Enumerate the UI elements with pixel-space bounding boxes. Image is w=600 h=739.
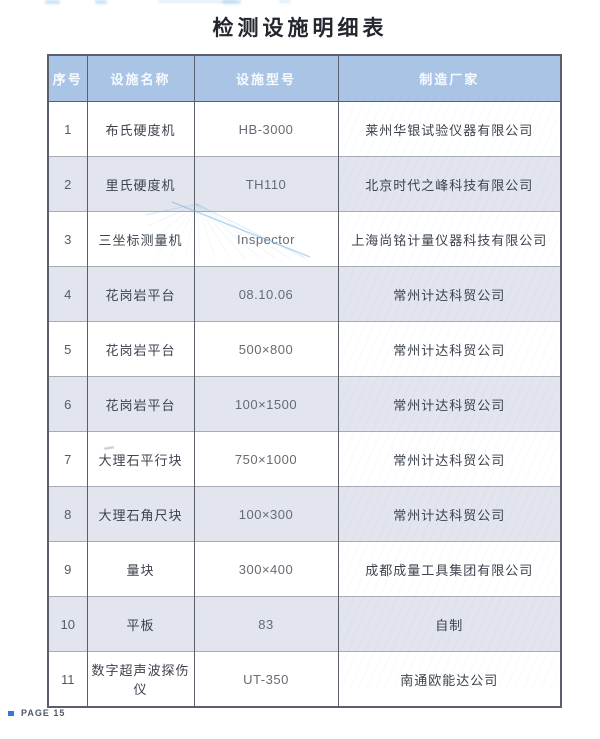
cell-facility-name: 里氏硬度机 — [86, 156, 194, 212]
cell-serial: 10 — [48, 596, 87, 652]
cell-serial: 1 — [48, 101, 87, 157]
cell-manufacturer: 常州计达科贸公司 — [337, 321, 561, 377]
cell-manufacturer: 常州计达科贸公司 — [337, 486, 561, 542]
cell-facility-name: 大理石角尺块 — [86, 486, 194, 542]
cell-model: 83 — [193, 596, 338, 652]
table-row: 4 花岗岩平台 08.10.06 常州计达科贸公司 — [48, 266, 561, 322]
table-row: 1 布氏硬度机 HB-3000 莱州华银试验仪器有限公司 — [48, 101, 561, 157]
cell-manufacturer: 常州计达科贸公司 — [337, 266, 561, 322]
cell-serial: 7 — [48, 431, 87, 487]
cell-manufacturer: 上海尚铭计量仪器科技有限公司 — [337, 211, 561, 267]
page-number: PAGE 15 — [21, 708, 66, 718]
cell-serial: 6 — [48, 376, 87, 432]
cell-serial: 8 — [48, 486, 87, 542]
column-header-manufacturer: 制造厂家 — [337, 55, 561, 102]
column-header-serial: 序号 — [48, 55, 87, 102]
cell-serial: 9 — [48, 541, 87, 597]
table-row: 5 花岗岩平台 500×800 常州计达科贸公司 — [48, 321, 561, 377]
cell-model: 100×300 — [193, 486, 338, 542]
scan-smudge — [158, 0, 236, 3]
cell-facility-name: 三坐标测量机 — [86, 211, 194, 267]
cell-facility-name: 数字超声波探伤仪 — [86, 651, 194, 707]
scan-smudge — [95, 0, 107, 4]
scan-smudge — [279, 0, 291, 3]
column-header-model: 设施型号 — [193, 55, 338, 102]
column-header-facility: 设施名称 — [86, 55, 194, 102]
cell-model: UT-350 — [193, 651, 338, 707]
table-row: 3 三坐标测量机 Inspector 上海尚铭计量仪器科技有限公司 — [48, 211, 561, 267]
table-row: 9 量块 300×400 成都成量工具集团有限公司 — [48, 541, 561, 597]
cell-model: 300×400 — [193, 541, 338, 597]
page-footer: PAGE 15 — [8, 708, 65, 718]
cell-manufacturer: 南通欧能达公司 — [337, 651, 561, 707]
cell-manufacturer: 自制 — [337, 596, 561, 652]
cell-facility-name: 平板 — [86, 596, 194, 652]
cell-facility-name: 花岗岩平台 — [86, 266, 194, 322]
table-row: 2 里氏硬度机 TH110 北京时代之峰科技有限公司 — [48, 156, 561, 212]
cell-model: HB-3000 — [193, 101, 338, 157]
cell-model: Inspector — [193, 211, 338, 267]
table-row: 8 大理石角尺块 100×300 常州计达科贸公司 — [48, 486, 561, 542]
table-body: 1 布氏硬度机 HB-3000 莱州华银试验仪器有限公司 2 里氏硬度机 TH1… — [48, 101, 561, 707]
cell-manufacturer: 常州计达科贸公司 — [337, 431, 561, 487]
scan-smudge — [45, 0, 60, 4]
cell-serial: 11 — [48, 651, 87, 707]
cell-serial: 3 — [48, 211, 87, 267]
cell-manufacturer: 成都成量工具集团有限公司 — [337, 541, 561, 597]
scan-smudge — [222, 0, 241, 4]
page-marker-icon — [8, 710, 14, 716]
cell-manufacturer: 北京时代之峰科技有限公司 — [337, 156, 561, 212]
cell-manufacturer: 莱州华银试验仪器有限公司 — [337, 101, 561, 157]
cell-facility-name: 花岗岩平台 — [86, 321, 194, 377]
cell-manufacturer: 常州计达科贸公司 — [337, 376, 561, 432]
page-title: 检测设施明细表 — [212, 17, 388, 40]
table-row: 11 数字超声波探伤仪 UT-350 南通欧能达公司 — [48, 651, 561, 707]
cell-model: 500×800 — [193, 321, 338, 377]
cell-model: 750×1000 — [193, 431, 338, 487]
cell-model: TH110 — [193, 156, 338, 212]
cell-serial: 5 — [48, 321, 87, 377]
cell-facility-name: 布氏硬度机 — [86, 101, 194, 157]
cell-facility-name: 量块 — [86, 541, 194, 597]
cell-facility-name: 大理石平行块 — [86, 431, 194, 487]
facilities-table: 序号 设施名称 设施型号 制造厂家 1 布氏硬度机 HB-3000 莱州华银试验… — [47, 54, 562, 708]
table-row: 6 花岗岩平台 100×1500 常州计达科贸公司 — [48, 376, 561, 432]
table-row: 7 大理石平行块 750×1000 常州计达科贸公司 — [48, 431, 561, 487]
cell-model: 08.10.06 — [193, 266, 338, 322]
table-header-row: 序号 设施名称 设施型号 制造厂家 — [48, 55, 561, 102]
cell-facility-name: 花岗岩平台 — [86, 376, 194, 432]
cell-model: 100×1500 — [193, 376, 338, 432]
cell-serial: 2 — [48, 156, 87, 212]
table-row: 10 平板 83 自制 — [48, 596, 561, 652]
cell-serial: 4 — [48, 266, 87, 322]
